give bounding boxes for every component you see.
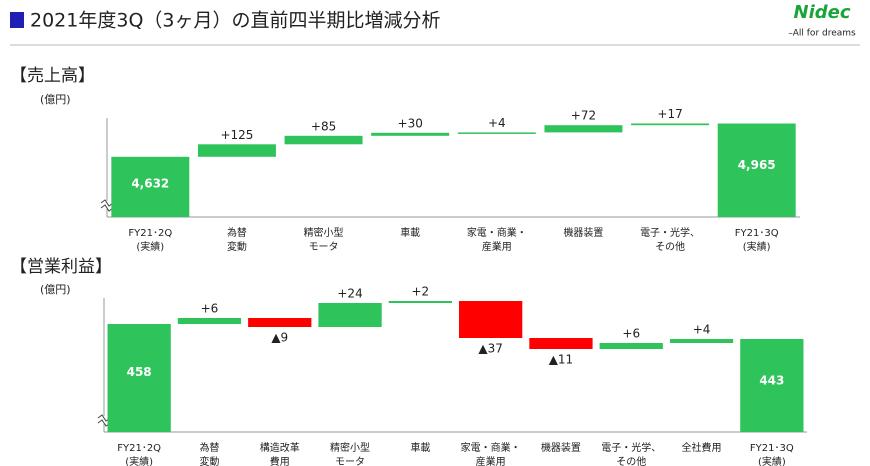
x-tick-label: 変動 [227,240,247,253]
tagline: –All for dreams [788,29,856,39]
bar [248,318,312,327]
bar [318,303,382,327]
unit-label: (億円) [40,283,71,296]
bar [669,339,734,343]
x-tick-label: モータ [335,456,365,466]
x-tick-label: FY21･3Q [750,443,794,454]
bar [631,123,710,126]
x-tick-label: 電子・光学、 [640,226,700,239]
bar [197,144,276,157]
x-tick-label: FY21･2Q [117,443,161,454]
bar [457,132,536,134]
axis-break-gap [101,201,113,209]
bar [284,135,363,145]
x-tick-label: 車載 [400,226,420,239]
bar [740,339,804,432]
x-tick-label: その他 [616,455,646,466]
x-tick-label: 精密小型 [304,226,344,239]
bar [459,301,523,338]
title-marker [10,12,24,28]
value-label: 458 [127,365,152,379]
x-tick-label: 精密小型 [330,441,370,454]
unit-label: (億円) [40,93,71,106]
x-tick-label: 変動 [199,455,219,466]
value-label: 443 [759,373,784,387]
value-label: +125 [220,128,253,142]
bar [111,156,190,217]
x-tick-label: (実績) [743,240,771,253]
x-tick-label: 電子・光学、 [601,441,661,454]
value-label: 4,965 [738,158,776,172]
x-tick-label: 家電・商業・ [467,226,527,239]
x-tick-label: 為替 [227,226,247,239]
x-tick-label: 費用 [270,455,290,466]
x-tick-label: 家電・商業・ [461,441,521,454]
value-label: 4,632 [131,176,169,190]
bar [544,125,623,133]
bar [717,123,796,217]
axis-break [100,199,114,212]
x-tick-label: 全社費用 [682,441,722,454]
x-tick-label: FY21･2Q [128,228,172,239]
section-title: 【売上高】 [10,66,95,86]
value-label: +24 [337,287,362,301]
x-tick-label: (実績) [136,240,164,253]
value-label: +85 [311,119,336,133]
x-tick-label: FY21･3Q [735,228,779,239]
bar [529,338,593,349]
x-tick-label: 機器装置 [541,441,581,454]
x-tick-label: 産業用 [482,240,512,253]
bar [599,343,663,349]
x-tick-label: 機器装置 [563,226,603,239]
value-label: +17 [657,107,682,121]
x-tick-label: その他 [655,240,685,253]
x-tick-label: 為替 [199,441,219,454]
x-tick-label: 産業用 [476,455,506,466]
value-label: ▲37 [478,342,503,356]
value-label: +4 [488,116,506,130]
value-label: +4 [693,323,711,337]
x-tick-label: モータ [309,241,339,253]
bar [107,324,171,432]
axis-break-gap [98,416,110,424]
x-tick-label: (実績) [125,455,153,466]
value-label: +2 [411,285,429,299]
x-tick-label: (実績) [758,455,786,466]
value-label: +30 [398,116,423,130]
x-tick-label: 車載 [410,441,430,454]
x-tick-label: 構造改革 [260,441,300,454]
logo: Nidec [794,2,851,23]
bar [388,301,452,303]
value-label: ▲11 [549,353,574,367]
slide-title: 2021年度3Q（3ヶ月）の直前四半期比増減分析 [30,10,441,32]
bar [177,318,242,324]
bar [371,132,450,136]
value-label: +6 [201,302,219,316]
value-label: ▲9 [271,331,288,345]
value-label: +72 [571,109,596,123]
value-label: +6 [622,327,640,341]
section-title: 【営業利益】 [10,257,112,277]
